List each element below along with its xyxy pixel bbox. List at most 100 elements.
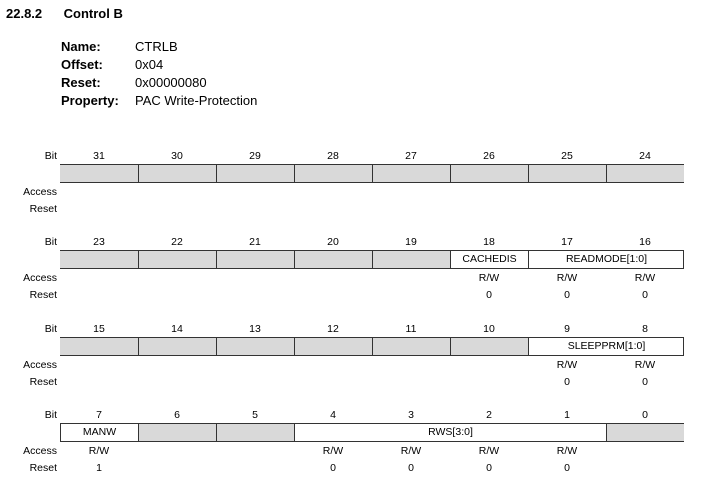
property-key: Property: — [61, 93, 119, 108]
reserved-bit-field — [138, 338, 216, 355]
reset-label: Reset — [29, 462, 57, 474]
property-row: Property: PAC Write-Protection — [61, 92, 257, 110]
reserved-bit-field — [528, 165, 606, 182]
bit-number-value: 19 — [405, 236, 417, 248]
bit-number-value: 16 — [639, 236, 651, 248]
reset-label: Reset — [29, 203, 57, 215]
bit-fields: MANW RWS[3:0] — [60, 423, 684, 442]
reserved-bit-field — [60, 251, 139, 268]
bit-fields — [60, 164, 684, 183]
reserved-bit-field — [216, 424, 294, 441]
bit-number-value: 22 — [171, 236, 183, 248]
bit-number-label: Bit — [44, 409, 57, 421]
bit-field: MANW — [82, 426, 117, 438]
access-value: R/W — [556, 359, 578, 371]
bit-number-value: 0 — [642, 409, 648, 421]
reserved-bit-field — [294, 338, 372, 355]
reset-label: Reset — [29, 289, 57, 301]
reset-value: 0 — [486, 462, 492, 474]
reset-value: 0 — [564, 462, 570, 474]
section-heading: 22.8.2 Control B — [6, 6, 123, 21]
access-value: R/W — [556, 445, 578, 457]
reset-value: 0 — [486, 289, 492, 301]
bit-field: SLEEPPRM[1:0] — [528, 338, 684, 355]
bit-number-value: 5 — [252, 409, 258, 421]
access-label: Access — [23, 272, 57, 284]
bit-number-value: 27 — [405, 150, 417, 162]
bit-number-value: 12 — [327, 323, 339, 335]
access-label: Access — [23, 186, 57, 198]
bit-number-value: 18 — [483, 236, 495, 248]
access-value: R/W — [478, 272, 500, 284]
bit-number-value: 3 — [408, 409, 414, 421]
property-value: PAC Write-Protection — [135, 93, 258, 108]
bit-number-value: 25 — [561, 150, 573, 162]
reserved-bit-field — [372, 165, 450, 182]
property-row: Offset: 0x04 — [61, 56, 257, 74]
reserved-bit-field — [450, 165, 528, 182]
access-value: R/W — [400, 445, 422, 457]
reset-value: 0 — [330, 462, 336, 474]
bit-number-value: 7 — [96, 409, 102, 421]
reset-value: 0 — [408, 462, 414, 474]
property-row: Name: CTRLB — [61, 38, 257, 56]
bit-number-value: 21 — [249, 236, 261, 248]
reserved-bit-field — [606, 424, 684, 441]
access-label: Access — [23, 359, 57, 371]
reserved-bit-field — [60, 165, 139, 182]
bit-number-value: 31 — [93, 150, 105, 162]
bit-number-value: 9 — [564, 323, 570, 335]
reserved-bit-field — [216, 251, 294, 268]
bit-number-label: Bit — [44, 323, 57, 335]
bit-number-value: 15 — [93, 323, 105, 335]
bit-number-value: 23 — [93, 236, 105, 248]
bit-number-value: 8 — [642, 323, 648, 335]
bit-number-value: 17 — [561, 236, 573, 248]
reset-value: 0 — [564, 289, 570, 301]
bit-field: READMODE[1:0] — [528, 251, 684, 268]
bit-number-value: 24 — [639, 150, 651, 162]
bit-number-label: Bit — [44, 236, 57, 248]
access-value: R/W — [634, 272, 656, 284]
access-value: R/W — [556, 272, 578, 284]
reserved-bit-field — [138, 165, 216, 182]
bit-number-label: Bit — [44, 150, 57, 162]
reset-value: 0 — [564, 376, 570, 388]
access-label: Access — [23, 445, 57, 457]
reserved-bit-field — [138, 251, 216, 268]
bit-number-value: 30 — [171, 150, 183, 162]
reserved-bit-field — [60, 338, 139, 355]
reserved-bit-field — [216, 338, 294, 355]
bit-fields: CACHEDIS READMODE[1:0] — [60, 250, 684, 269]
register-properties: Name: CTRLB Offset: 0x04 Reset: 0x00000080 Pro… — [61, 38, 257, 110]
property-value: 0x04 — [135, 57, 164, 72]
reserved-bit-field — [606, 165, 684, 182]
bit-field: RWS[3:0] — [294, 424, 606, 441]
reserved-bit-field — [372, 251, 450, 268]
bit-number-value: 28 — [327, 150, 339, 162]
bit-number-value: 26 — [483, 150, 495, 162]
access-value: R/W — [88, 445, 110, 457]
section-number: 22.8.2 — [6, 6, 43, 21]
reserved-bit-field — [216, 165, 294, 182]
bit-fields: SLEEPPRM[1:0] — [60, 337, 684, 356]
reserved-bit-field — [372, 338, 450, 355]
access-value: R/W — [322, 445, 344, 457]
bit-number-value: 13 — [249, 323, 261, 335]
reset-value: 1 — [96, 462, 102, 474]
reset-value: 0 — [642, 289, 648, 301]
bit-number-value: 10 — [483, 323, 495, 335]
property-key: Reset: — [61, 75, 101, 90]
property-value: CTRLB — [135, 39, 178, 54]
bit-number-value: 29 — [249, 150, 261, 162]
property-value: 0x00000080 — [135, 75, 207, 90]
reserved-bit-field — [450, 338, 528, 355]
property-key: Name: — [61, 39, 101, 54]
bit-number-value: 2 — [486, 409, 492, 421]
bit-number-value: 4 — [330, 409, 336, 421]
reset-label: Reset — [29, 376, 57, 388]
reserved-bit-field — [138, 424, 216, 441]
access-value: R/W — [634, 359, 656, 371]
reserved-bit-field — [294, 165, 372, 182]
reserved-bit-field — [294, 251, 372, 268]
